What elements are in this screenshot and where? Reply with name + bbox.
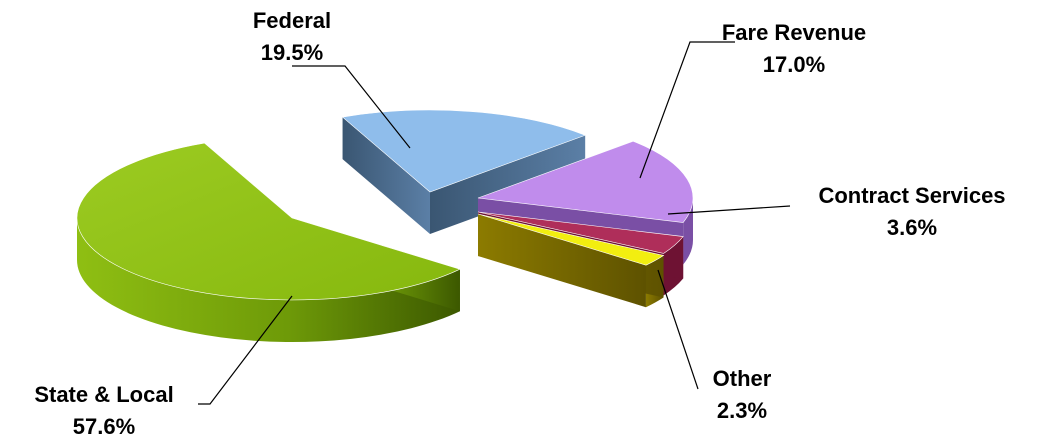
slice-name-label: Contract Services <box>818 183 1005 208</box>
slice-label-other: Other 2.3% <box>657 269 772 423</box>
slice-label-federal: Federal 19.5% <box>253 8 411 149</box>
pie-slice-top <box>76 142 461 301</box>
pie-slice-top <box>341 109 587 193</box>
pie-slice-top <box>477 213 665 266</box>
slice-label-fare-revenue: Fare Revenue 17.0% <box>639 20 866 179</box>
pie-slice-other <box>477 213 665 308</box>
slice-value-label: 57.6% <box>73 414 135 439</box>
slice-value-label: 2.3% <box>717 398 767 423</box>
pie-slice-state-local <box>76 142 461 342</box>
pie-slice-side <box>683 198 693 265</box>
pie-slice-side <box>77 218 460 342</box>
slice-value-label: 17.0% <box>763 52 825 77</box>
leader-line <box>667 205 791 215</box>
pie-slice-face <box>342 117 430 234</box>
pie-slice-top <box>477 140 694 223</box>
slice-name-label: State & Local <box>34 382 173 407</box>
pie-slice-face <box>430 135 586 234</box>
slice-name-label: Federal <box>253 8 331 33</box>
pie-slice-federal <box>341 109 587 234</box>
leader-line <box>292 65 411 149</box>
leader-line <box>639 41 735 179</box>
slice-name-label: Other <box>713 366 772 391</box>
leader-line <box>657 269 699 390</box>
slice-label-contract-services: Contract Services 3.6% <box>667 183 1006 240</box>
leader-line <box>198 295 293 405</box>
slice-value-label: 19.5% <box>261 40 323 65</box>
pie-slice-face <box>478 214 646 308</box>
slice-value-label: 3.6% <box>887 215 937 240</box>
slice-label-state-local: State & Local 57.6% <box>34 295 293 439</box>
slice-name-label: Fare Revenue <box>722 20 866 45</box>
pie-slice-top <box>477 211 684 254</box>
